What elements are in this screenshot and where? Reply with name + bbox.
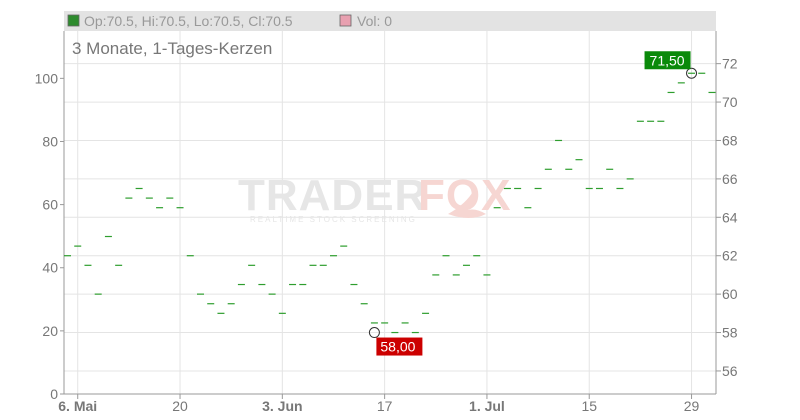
watermark-brand-trader: TRADER [238,171,427,220]
ohlc-header-bar [64,11,716,31]
ohlc-swatch-icon [67,14,80,27]
volume-value: Vol: 0 [357,13,392,29]
low-callout-box [376,337,423,356]
volume-tick-label: 100 [35,70,59,86]
volume-tick-label: 40 [42,260,58,276]
chart-subtitle: 3 Monate, 1-Tages-Kerzen [72,39,272,58]
volume-axis: 0 20 40 60 80 100 [35,70,64,402]
price-tick-label: 68 [722,132,738,148]
fox-logo-icon [448,190,486,218]
price-tick-label: 62 [722,248,738,264]
high-callout-box [644,51,691,70]
price-series [64,72,716,334]
low-marker [368,327,380,339]
time-tick-label: 6. Mai [58,398,97,414]
chart-grid [63,31,717,395]
watermark-tagline: REALTIME STOCK SCREENING [250,215,417,224]
volume-tick-label: 0 [50,386,58,402]
ohlc-values: Op:70.5, Hi:70.5, Lo:70.5, Cl:70.5 [84,13,293,29]
price-tick-label: 70 [722,94,738,110]
traderfox-watermark: TRADER FOX REALTIME STOCK SCREENING [238,171,510,224]
volume-swatch-icon [339,14,352,27]
time-tick-label: 17 [377,398,393,414]
price-tick-label: 56 [722,363,738,379]
volume-tick-label: 20 [42,323,58,339]
time-tick-label: 3. Jun [262,398,302,414]
plot-area [64,31,716,394]
price-tick-label: 66 [722,171,738,187]
volume-tick-label: 60 [42,197,58,213]
volume-tick-label: 80 [42,133,58,149]
price-tick-label: 72 [722,56,738,72]
low-callout-label: 58,00 [380,339,415,355]
time-tick-label: 20 [172,398,188,414]
price-tick-label: 60 [722,286,738,302]
price-axis: 56 58 60 62 64 66 68 70 72 [716,56,738,379]
high-marker [686,67,698,79]
price-tick-label: 58 [722,325,738,341]
extreme-callouts: 71,50 58,00 [368,51,698,356]
x-axis: 6. Mai 20 3. Jun 17 1. Jul 15 29 [58,394,700,414]
time-tick-label: 15 [581,398,597,414]
time-tick-label: 1. Jul [469,398,505,414]
price-tick-label: 64 [722,209,738,225]
time-tick-label: 29 [684,398,700,414]
high-callout-label: 71,50 [650,52,685,68]
